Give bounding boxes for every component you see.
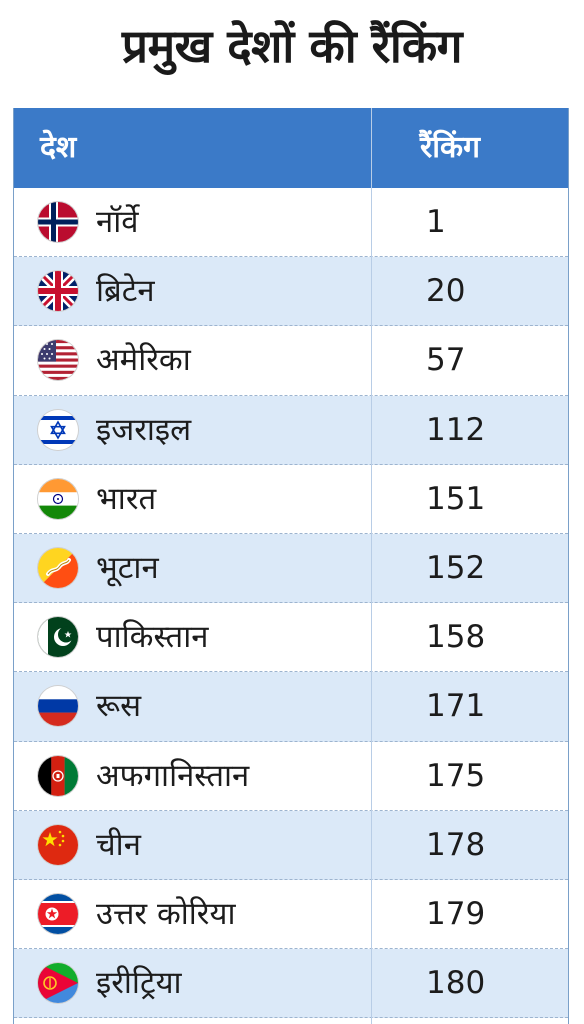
country-name: नॉर्वे <box>96 204 139 240</box>
rank-value: 175 <box>426 757 486 794</box>
rank-value: 57 <box>426 342 466 379</box>
table-row: इरीट्रिया 180 <box>14 949 568 1019</box>
bhutan-flag-icon <box>38 547 78 588</box>
usa-flag-icon <box>38 340 78 381</box>
country-name: इजराइल <box>96 411 192 448</box>
rank-value: 171 <box>426 688 486 725</box>
table-row: चीन 178 <box>14 810 568 880</box>
country-name: पाकिस्तान <box>96 619 209 656</box>
column-header-country: देश <box>40 130 77 165</box>
table-header: देश रैंकिंग <box>14 108 568 188</box>
rank-value: 152 <box>426 549 486 586</box>
table-row: रूस 171 <box>14 672 568 742</box>
ranking-table: देश रैंकिंग नॉर्वे 1 ब्रिटेन 20 अमेरिका … <box>13 108 569 1024</box>
table-body: नॉर्वे 1 ब्रिटेन 20 अमेरिका 57 इजराइल 11… <box>14 188 568 1019</box>
rank-value: 20 <box>426 273 466 310</box>
column-header-rank: रैंकिंग <box>420 130 480 165</box>
country-name: अमेरिका <box>96 342 191 379</box>
rank-value: 1 <box>426 204 446 240</box>
country-name: भारत <box>96 480 157 517</box>
india-flag-icon <box>38 478 78 519</box>
rank-value: 151 <box>426 480 486 517</box>
table-row: अफगानिस्तान 175 <box>14 741 568 811</box>
russia-flag-icon <box>38 686 78 727</box>
table-row: भूटान 152 <box>14 533 568 604</box>
table-row: पाकिस्तान 158 <box>14 603 568 673</box>
rank-value: 179 <box>426 895 486 932</box>
country-name: चीन <box>96 826 141 863</box>
eritrea-flag-icon <box>38 963 78 1004</box>
country-name: अफगानिस्तान <box>96 757 250 794</box>
country-name: इरीट्रिया <box>96 965 182 1002</box>
afghanistan-flag-icon <box>38 755 78 796</box>
country-name: भूटान <box>96 549 159 586</box>
israel-flag-icon <box>38 409 78 450</box>
rank-value: 112 <box>426 411 486 448</box>
table-row: नॉर्वे 1 <box>14 188 568 258</box>
north-korea-flag-icon <box>38 893 78 934</box>
uk-flag-icon <box>38 271 78 312</box>
country-name: ब्रिटेन <box>96 273 155 310</box>
pakistan-flag-icon <box>38 617 78 658</box>
norway-flag-icon <box>38 202 78 242</box>
country-name: रूस <box>96 688 142 725</box>
column-divider <box>371 108 372 1024</box>
rank-value: 180 <box>426 965 486 1002</box>
page-title: प्रमुख देशों की रैंकिंग <box>121 19 463 73</box>
rank-value: 178 <box>426 826 486 863</box>
table-row: इजराइल 112 <box>14 395 568 465</box>
country-name: उत्तर कोरिया <box>96 895 236 932</box>
table-row: अमेरिका 57 <box>14 326 568 396</box>
rank-value: 158 <box>426 619 486 656</box>
table-row: ब्रिटेन 20 <box>14 257 568 327</box>
china-flag-icon <box>38 824 78 865</box>
table-row: उत्तर कोरिया 179 <box>14 879 568 950</box>
table-row: भारत 151 <box>14 464 568 534</box>
